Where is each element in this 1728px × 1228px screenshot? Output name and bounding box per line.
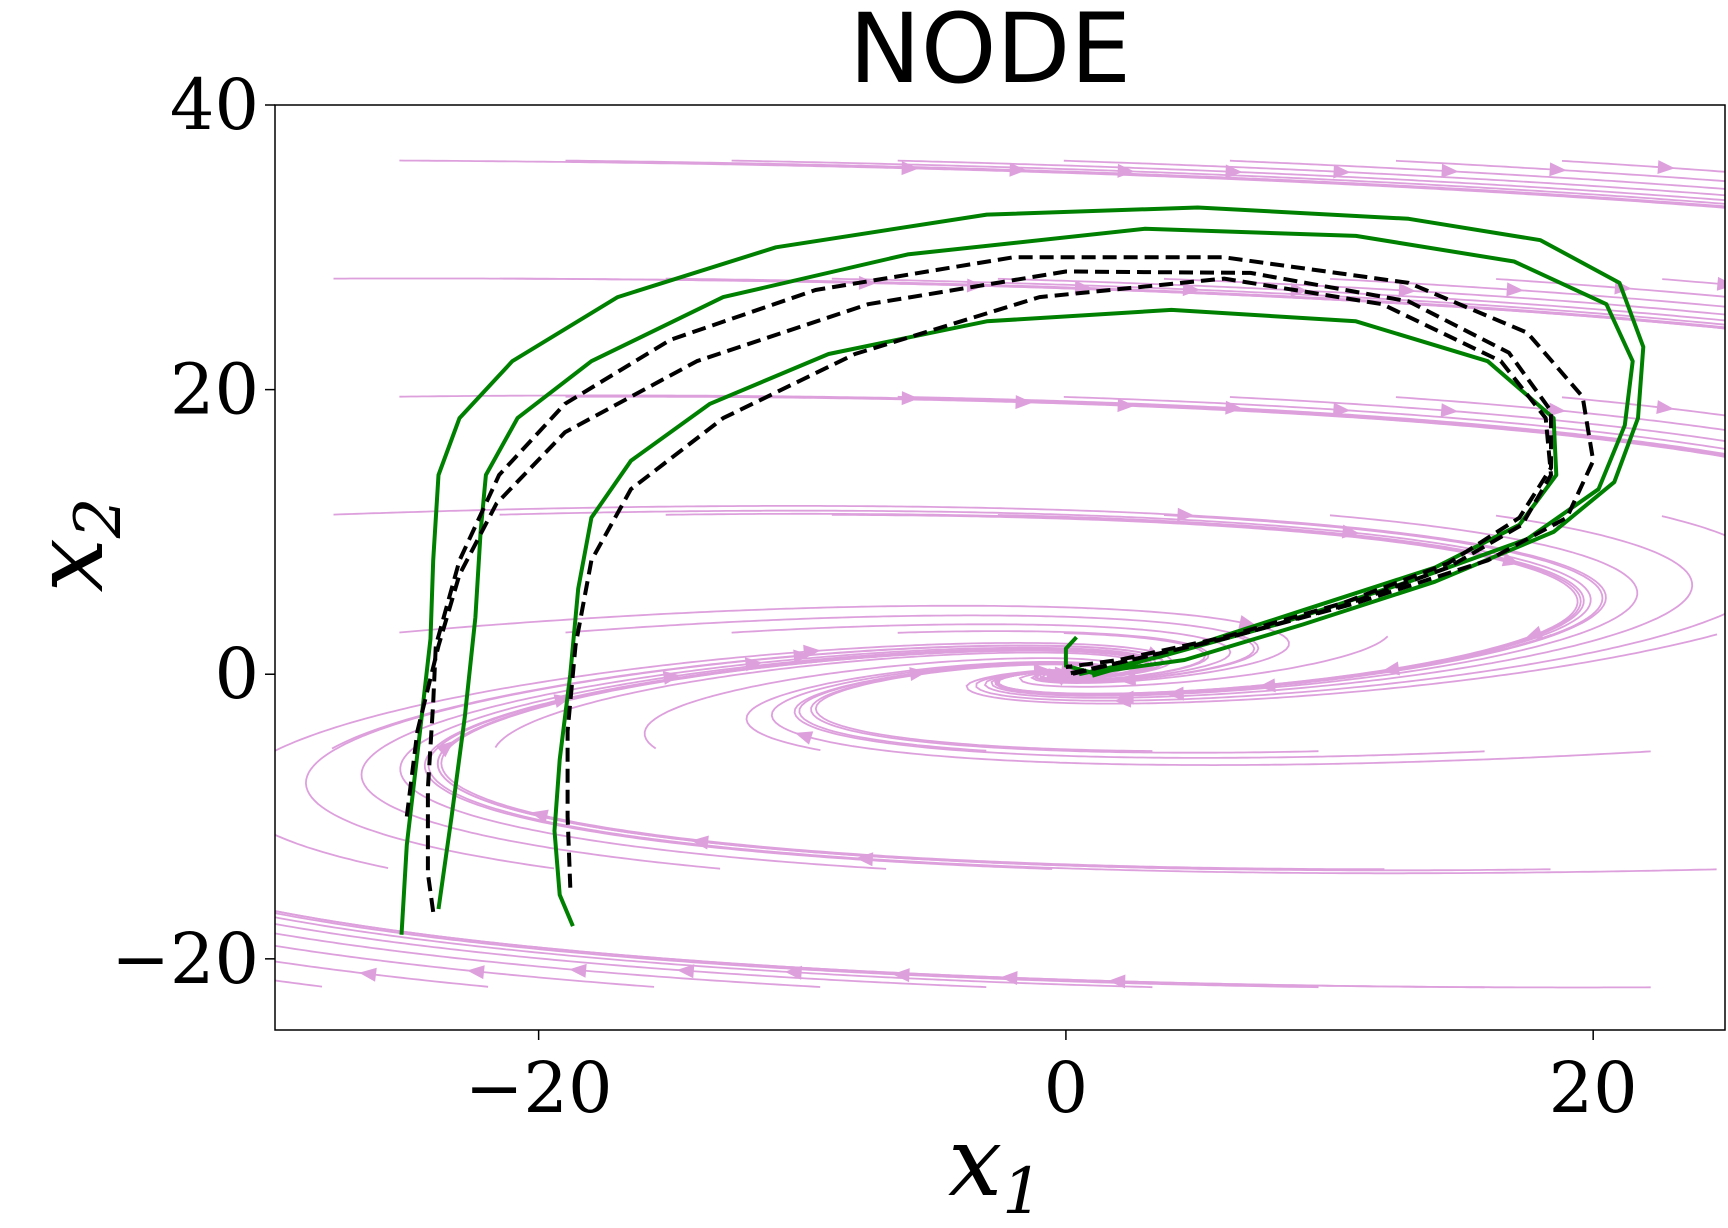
streamline-arrow	[691, 835, 709, 850]
streamline	[1330, 278, 1725, 308]
streamline	[1496, 278, 1725, 298]
streamline-arrow	[1333, 164, 1351, 179]
streamline-arrow	[909, 667, 928, 681]
streamline	[897, 159, 1725, 202]
streamline	[275, 912, 1319, 989]
y-tick-label: 0	[214, 633, 259, 715]
dashed-trajectory-4	[404, 269, 1553, 817]
streamline-arrow	[1114, 693, 1132, 708]
streamline-arrow	[1225, 164, 1243, 179]
streamline	[1395, 159, 1725, 183]
streamline	[275, 923, 987, 988]
y-axis-label: x2	[13, 498, 136, 593]
streamline-arrow	[569, 963, 587, 978]
streamline-arrow	[1506, 282, 1524, 297]
streamline	[1662, 278, 1725, 286]
streamline-arrow	[892, 968, 910, 983]
streamline-arrow	[1290, 283, 1308, 297]
streamline-arrow	[1117, 163, 1135, 178]
x-axis-label-subscript: 1	[1002, 1155, 1043, 1228]
streamline	[565, 159, 1725, 208]
streamline-arrow	[1177, 507, 1195, 522]
streamline	[275, 979, 323, 988]
streamline-arrow	[676, 964, 695, 979]
streamline	[1561, 396, 1725, 417]
streamline-arrow	[794, 731, 814, 745]
streamline	[1229, 159, 1725, 190]
y-tick-label: 40	[170, 64, 259, 146]
chart-title: NODE	[849, 0, 1131, 105]
streamline-arrow	[1108, 974, 1126, 989]
streamline-arrow	[1009, 162, 1027, 177]
streamline	[499, 277, 1725, 330]
streamline-arrow	[1440, 403, 1459, 418]
streamline	[997, 277, 1725, 322]
streamline	[440, 649, 1385, 871]
streamline-arrow	[359, 967, 377, 982]
streamline-arrow	[901, 161, 919, 176]
streamline	[731, 159, 1725, 205]
solid-trajectory-1	[436, 226, 1635, 910]
solid-trajectory-0	[399, 205, 1646, 935]
streamline	[275, 910, 1651, 989]
streamline	[1163, 277, 1725, 316]
trajectories	[399, 205, 1646, 935]
streamline	[770, 661, 1651, 766]
axis-ticks: −20 0 20 −20 0 20 40	[111, 64, 1637, 1129]
streamline-arrow	[1656, 400, 1674, 415]
streamline-arrow	[1657, 160, 1675, 175]
streamline-arrow	[1074, 280, 1092, 295]
dashed-trajectory-5	[565, 276, 1553, 888]
streamline	[275, 932, 821, 988]
streamline-arrow	[467, 965, 485, 980]
streamline	[1063, 159, 1725, 197]
x-tick-label: 20	[1549, 1047, 1638, 1129]
streamline	[897, 395, 1725, 455]
x-axis-label: x1	[948, 1106, 1043, 1228]
streamline-arrow	[1332, 402, 1351, 417]
streamline-arrow	[1166, 686, 1184, 701]
streamline	[275, 916, 1153, 989]
streamline	[731, 395, 1725, 458]
streamline	[1395, 396, 1725, 431]
x-tick-label: −20	[465, 1047, 613, 1129]
streamline-arrow	[1441, 163, 1459, 178]
streamline-arrow	[1716, 276, 1725, 291]
streamlines	[275, 159, 1725, 989]
plot-frame	[274, 104, 1726, 1031]
streamline	[275, 960, 489, 988]
streamline	[1561, 160, 1725, 173]
streamline	[275, 944, 655, 988]
streamline	[427, 649, 1717, 875]
y-axis-label-subscript: 2	[62, 498, 136, 540]
dashed-trajectory-3	[425, 255, 1596, 913]
streamline	[399, 159, 1725, 209]
y-tick-label: −20	[111, 918, 259, 1000]
streamline-arrow	[1398, 283, 1416, 298]
streamline-arrow	[1548, 402, 1566, 417]
x-tick-label: 0	[1044, 1047, 1089, 1129]
streamline-arrow	[1549, 162, 1567, 177]
streamline-arrow	[901, 391, 919, 406]
streamline-arrow	[1117, 398, 1135, 413]
streamline-arrow	[855, 852, 874, 867]
y-tick-label: 20	[170, 349, 259, 431]
